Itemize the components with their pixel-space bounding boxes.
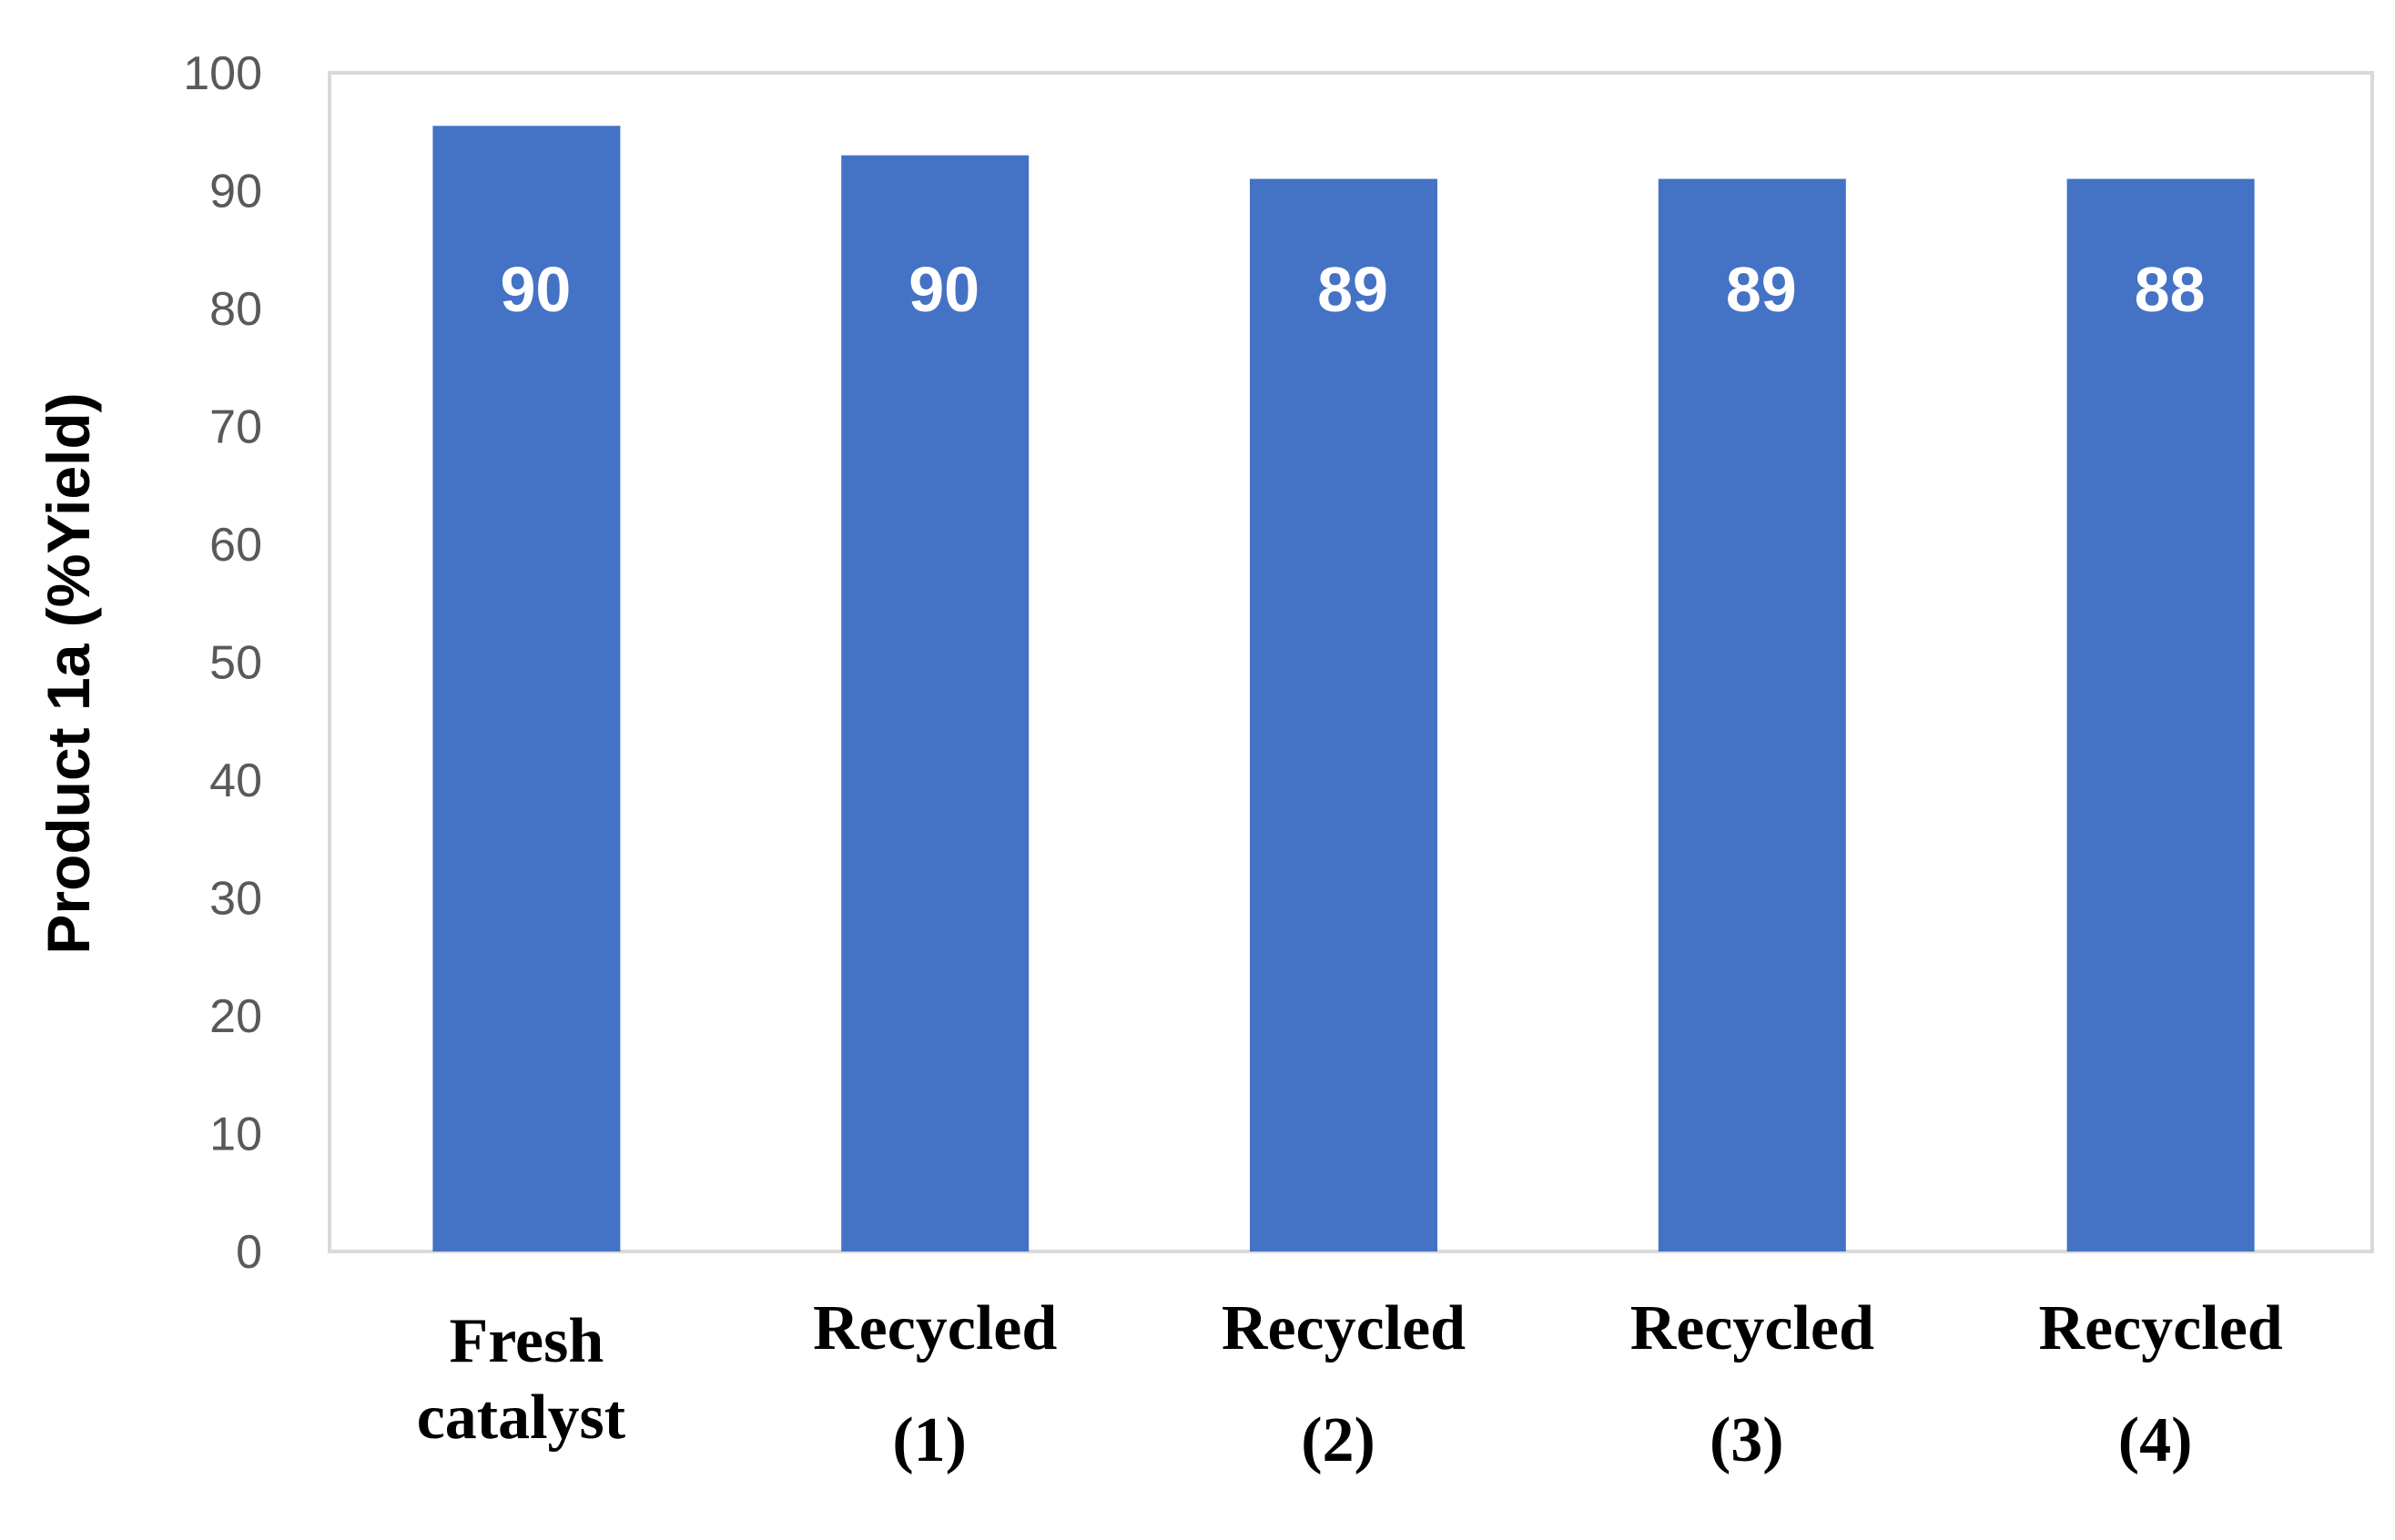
x-tick-label: Recycled <box>2038 1293 2282 1363</box>
data-label-1: 90 <box>500 254 571 325</box>
x-tick-label: Recycled <box>1222 1293 1466 1363</box>
bar-1 <box>432 126 621 1251</box>
data-labels: 90 90 89 89 88 <box>500 254 2205 325</box>
data-label-5: 88 <box>2135 254 2206 325</box>
y-tick-label: 70 <box>209 401 262 454</box>
bars <box>432 126 2255 1251</box>
x-tick-label: (3) <box>1710 1405 1784 1475</box>
bar-3 <box>1250 178 1437 1251</box>
y-tick-label: 60 <box>209 519 262 572</box>
y-tick-label: 20 <box>209 990 262 1043</box>
data-label-4: 89 <box>1726 254 1797 325</box>
bar-5 <box>2066 178 2255 1251</box>
x-tick-label: Fresh <box>449 1306 604 1376</box>
x-tick-label: Recycled <box>813 1293 1057 1363</box>
data-label-3: 89 <box>1317 254 1388 325</box>
y-tick-label: 100 <box>183 47 262 100</box>
y-axis-label: Product 1a (%Yield) <box>35 392 102 954</box>
y-tick-label: 40 <box>209 755 262 807</box>
y-tick-label: 90 <box>209 166 262 218</box>
bar-2 <box>841 155 1030 1251</box>
x-tick-label: catalyst <box>417 1383 625 1453</box>
y-tick-label: 0 <box>236 1226 262 1279</box>
y-axis-ticks: 0 10 20 30 40 50 60 70 80 90 100 <box>183 47 262 1279</box>
y-tick-label: 10 <box>209 1109 262 1161</box>
x-tick-label: Recycled <box>1630 1293 1874 1363</box>
x-tick-label: (1) <box>892 1405 967 1475</box>
data-label-2: 90 <box>908 254 979 325</box>
bar-4 <box>1658 178 1846 1251</box>
x-tick-label: (2) <box>1301 1405 1375 1475</box>
x-tick-label: (4) <box>2118 1405 2193 1475</box>
y-tick-label: 50 <box>209 637 262 690</box>
y-tick-label: 80 <box>209 283 262 336</box>
y-tick-label: 30 <box>209 873 262 926</box>
